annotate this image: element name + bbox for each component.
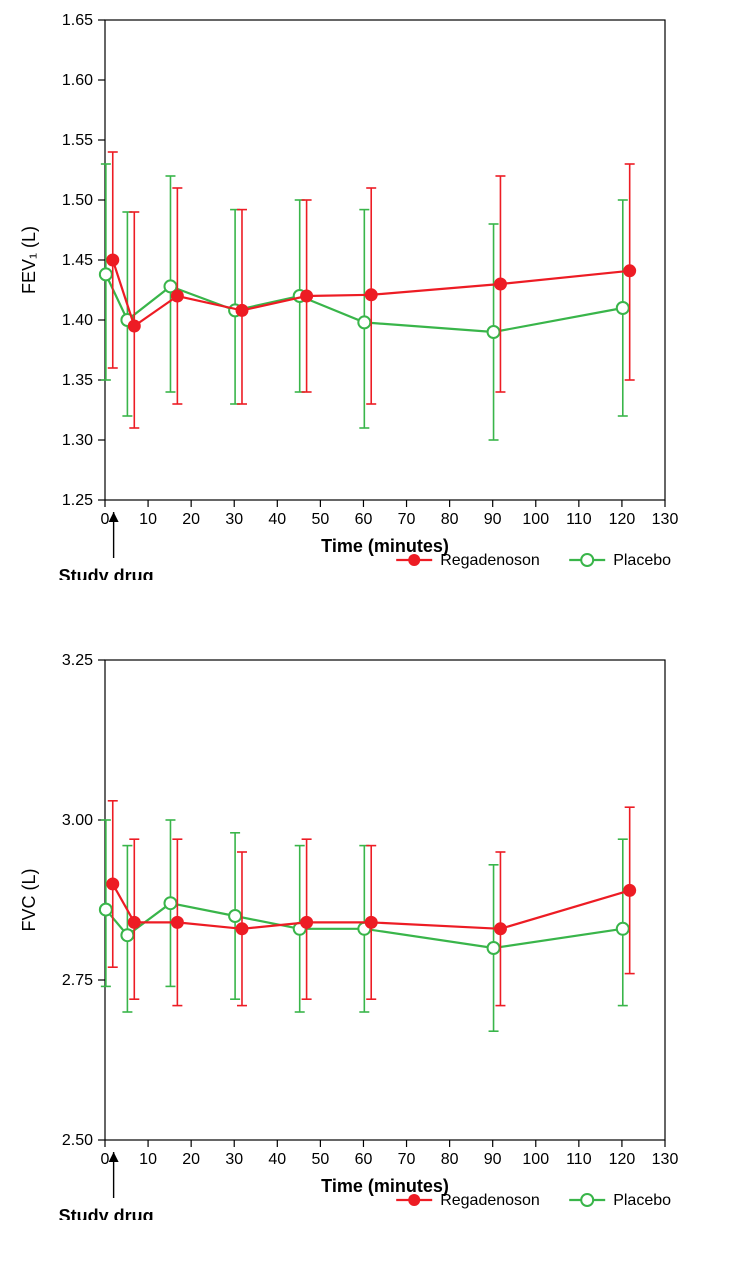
svg-text:80: 80 <box>441 1151 459 1168</box>
panel-fev1: 1.25 1.30 1.35 1.40 1.45 1.50 1.55 1.60 1.65 0 10 2… <box>0 0 747 580</box>
svg-text:1.55: 1.55 <box>62 132 93 149</box>
study-drug-label: Study drug <box>59 1206 154 1220</box>
legend-label: Regadenoson <box>440 1192 540 1209</box>
svg-text:50: 50 <box>311 511 329 528</box>
svg-text:130: 130 <box>652 511 679 528</box>
figure-root: 1.251.301.351.401.451.501.551.601.650102… <box>0 0 747 1220</box>
svg-text:70: 70 <box>398 1151 416 1168</box>
svg-text:110: 110 <box>566 1151 592 1168</box>
legend-label: Regadenoson <box>440 552 540 569</box>
svg-text:30: 30 <box>225 511 243 528</box>
svg-text:1.65: 1.65 <box>62 12 93 29</box>
svg-text:20: 20 <box>182 1151 200 1168</box>
y-axis-label: FEV₁ (L) <box>19 226 39 294</box>
svg-text:50: 50 <box>311 1151 329 1168</box>
y-axis-label: FVC (L) <box>19 869 39 932</box>
panel-fvc: 2.50 2.75 3.00 3.25 0 10 20 30 40 50 60 70 80 90 100 11… <box>0 640 747 1220</box>
svg-text:10: 10 <box>139 511 157 528</box>
svg-text:120: 120 <box>609 1151 636 1168</box>
svg-text:10: 10 <box>139 1151 157 1168</box>
svg-text:70: 70 <box>398 511 416 528</box>
svg-text:30: 30 <box>225 1151 243 1168</box>
svg-text:1.60: 1.60 <box>62 72 93 89</box>
svg-text:120: 120 <box>609 511 636 528</box>
svg-text:1.25: 1.25 <box>62 492 93 509</box>
legend-label: Placebo <box>613 1192 671 1209</box>
svg-text:90: 90 <box>484 511 502 528</box>
svg-text:1.30: 1.30 <box>62 432 93 449</box>
svg-text:1.35: 1.35 <box>62 372 93 389</box>
svg-text:20: 20 <box>182 511 200 528</box>
svg-text:0: 0 <box>101 511 110 528</box>
svg-text:130: 130 <box>652 1151 679 1168</box>
x-axis-label: Time (minutes) <box>321 536 449 556</box>
svg-text:40: 40 <box>268 511 286 528</box>
svg-text:110: 110 <box>566 511 592 528</box>
study-drug-label: Study drug <box>59 566 154 580</box>
svg-text:90: 90 <box>484 1151 502 1168</box>
svg-text:1.40: 1.40 <box>62 312 93 329</box>
x-axis-label: Time (minutes) <box>321 1176 449 1196</box>
svg-text:1.45: 1.45 <box>62 252 93 269</box>
svg-text:3.00: 3.00 <box>62 812 93 829</box>
svg-text:60: 60 <box>355 511 373 528</box>
svg-text:2.50: 2.50 <box>62 1132 93 1149</box>
svg-text:80: 80 <box>441 511 459 528</box>
fev1-chart: 1.25 1.30 1.35 1.40 1.45 1.50 1.55 1.60 1.65 0 10 2… <box>0 0 747 580</box>
svg-text:0: 0 <box>101 1151 110 1168</box>
svg-text:100: 100 <box>522 1151 549 1168</box>
svg-text:2.75: 2.75 <box>62 972 93 989</box>
svg-text:3.25: 3.25 <box>62 652 93 669</box>
legend-label: Placebo <box>613 552 671 569</box>
svg-text:100: 100 <box>522 511 549 528</box>
svg-text:1.50: 1.50 <box>62 192 93 209</box>
svg-text:40: 40 <box>268 1151 286 1168</box>
fvc-chart: 2.50 2.75 3.00 3.25 0 10 20 30 40 50 60 70 80 90 100 11… <box>0 640 747 1220</box>
svg-text:60: 60 <box>355 1151 373 1168</box>
